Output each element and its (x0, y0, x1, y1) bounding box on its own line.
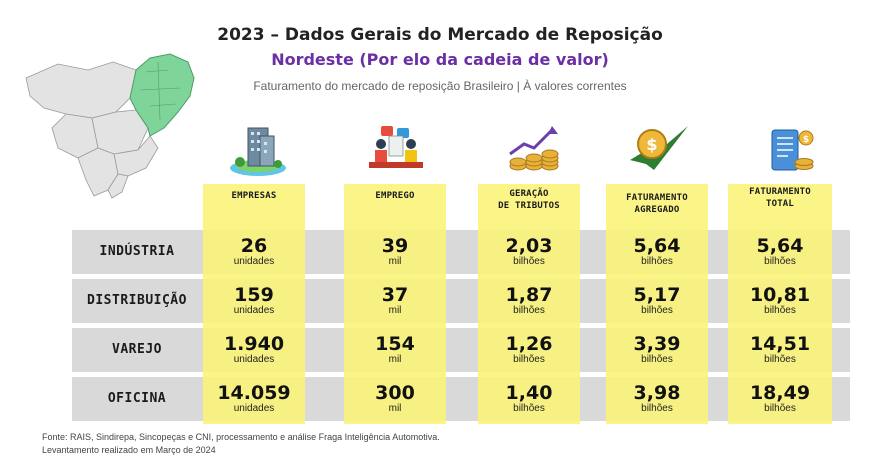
table-cell: 2,03 bilhões (505, 235, 553, 267)
table-cell: 5,64 bilhões (633, 235, 681, 267)
column-header: FATURAMENTO AGREGADO (626, 193, 688, 215)
nordeste-region (129, 53, 195, 137)
column-empresas (203, 184, 305, 424)
dollar-coin-icon: $ (630, 126, 688, 170)
page-title: 2023 – Dados Gerais do Mercado de Reposi… (217, 25, 663, 45)
row-label-oficina: OFICINA (107, 391, 167, 406)
table-cell: 26 unidades (233, 235, 275, 267)
table-cell: 5,17 bilhões (633, 284, 681, 316)
workers-icon (369, 126, 423, 168)
table-cell: 1,40 bilhões (505, 382, 553, 414)
source-text: Fonte: RAIS, Sindirepa, Sincopeças e CNI… (42, 432, 440, 442)
svg-text:$: $ (803, 135, 809, 145)
page-description: Faturamento do mercado de reposição Bras… (253, 79, 627, 93)
svg-text:$: $ (646, 135, 657, 154)
column-faturamento-agregado (606, 184, 708, 424)
receipt-coins-icon: $ (771, 129, 814, 171)
column-emprego (344, 184, 446, 424)
table-cell: 37 mil (381, 284, 409, 316)
building-icon (230, 127, 286, 176)
row-label-varejo: VAREJO (112, 342, 162, 357)
table-cell: 39 mil (381, 235, 409, 267)
table-cell: 1.940 unidades (223, 333, 285, 365)
row-band-distribuicao (72, 279, 850, 323)
survey-date: Levantamento realizado em Março de 2024 (42, 445, 216, 455)
coins-chart-icon (509, 126, 559, 171)
table-cell: 10,81 bilhões (749, 284, 811, 316)
column-header: EMPRESAS (231, 191, 277, 201)
table-cell: 159 unidades (233, 284, 275, 316)
table-cell: 3,39 bilhões (633, 333, 681, 365)
table-cell: 154 mil (375, 333, 415, 365)
column-header: EMPREGO (375, 191, 415, 201)
table-cell: 18,49 bilhões (749, 382, 811, 414)
table-cell: 1,26 bilhões (505, 333, 553, 365)
source-note: Fonte: RAIS, Sindirepa, Sincopeças e CNI… (42, 431, 440, 457)
page-subtitle: Nordeste (Por elo da cadeia de valor) (271, 50, 609, 69)
column-header: GERAÇÃO DE TRIBUTOS (498, 189, 560, 211)
row-band-industria (72, 230, 850, 274)
row-label-industria: INDÚSTRIA (99, 244, 175, 259)
row-label-distribuicao: DISTRIBUIÇÃO (87, 293, 187, 308)
column-faturamento-total (728, 184, 832, 424)
brazil-map-icon (25, 53, 195, 199)
table-cell: 5,64 bilhões (756, 235, 804, 267)
table-cell: 300 mil (375, 382, 415, 414)
column-header: FATURAMENTO TOTAL (749, 187, 811, 209)
table-cell: 3,98 bilhões (633, 382, 681, 414)
row-band-varejo (72, 328, 850, 372)
column-tributos (478, 184, 580, 424)
table-cell: 1,87 bilhões (505, 284, 553, 316)
table-cell: 14.059 unidades (217, 382, 291, 414)
table-cell: 14,51 bilhões (749, 333, 811, 365)
row-band-oficina (72, 377, 850, 421)
